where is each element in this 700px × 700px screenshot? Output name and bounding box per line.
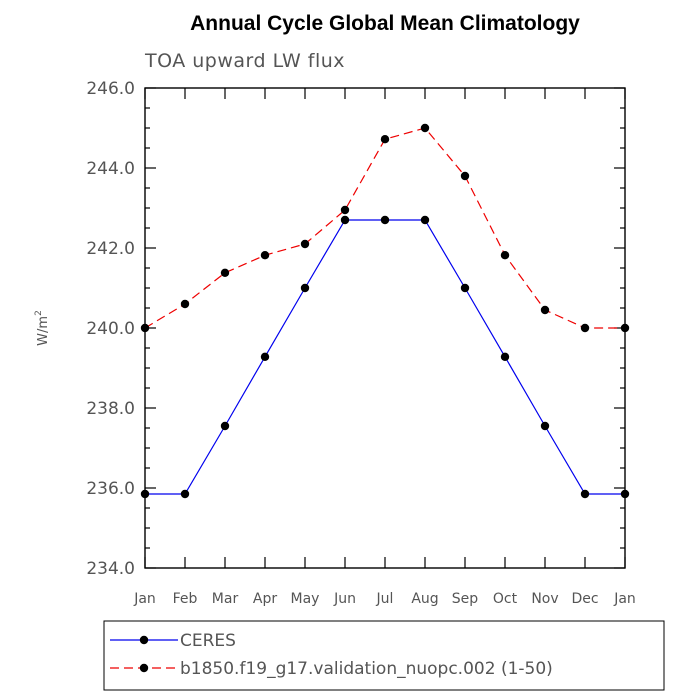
y-tick-label: 234.0 bbox=[86, 559, 135, 579]
legend-label-1: CERES bbox=[180, 631, 236, 651]
series-1-point bbox=[260, 352, 270, 361]
x-tick-label: Jul bbox=[376, 591, 394, 607]
x-tick-label: Sep bbox=[452, 591, 479, 607]
series-1-point bbox=[340, 215, 350, 225]
series-layer bbox=[140, 123, 630, 499]
series-2-point bbox=[420, 123, 430, 133]
chart-title: Annual Cycle Global Mean Climatology bbox=[190, 12, 580, 35]
series-2-point bbox=[300, 239, 310, 249]
series-1-point bbox=[180, 489, 190, 499]
y-tick-label: 240.0 bbox=[86, 319, 135, 339]
series-1-point bbox=[380, 215, 390, 225]
y-tick-label: 236.0 bbox=[86, 479, 135, 499]
y-axis-label: W/m2 bbox=[34, 310, 51, 346]
legend-entries: CERES b1850.f19_g17.validation_nuopc.002 … bbox=[110, 631, 553, 679]
x-tick-label: Nov bbox=[531, 591, 558, 607]
series-2-point bbox=[380, 135, 390, 144]
x-tick-label: Jan bbox=[133, 591, 156, 607]
series-1-point bbox=[300, 283, 310, 293]
x-tick-label: Aug bbox=[411, 591, 438, 607]
legend-marker-1 bbox=[139, 635, 149, 645]
legend-box bbox=[103, 620, 665, 691]
series-2-point bbox=[340, 205, 350, 215]
series-2-point bbox=[460, 171, 470, 181]
x-tick-label: May bbox=[291, 591, 320, 607]
y-tick-label: 246.0 bbox=[86, 79, 135, 99]
series-1-point bbox=[220, 421, 230, 431]
chart-subtitle: TOA upward LW flux bbox=[144, 50, 345, 72]
axis-ticks bbox=[144, 87, 626, 569]
series-line-2 bbox=[144, 127, 625, 329]
series-2-point bbox=[580, 323, 590, 333]
series-2-point bbox=[180, 299, 190, 309]
x-tick-label: Jan bbox=[613, 591, 636, 607]
y-axis-label-sup: 2 bbox=[34, 310, 44, 316]
series-line-1 bbox=[145, 219, 625, 495]
x-tick-label: Jun bbox=[333, 591, 356, 607]
y-axis-label-base: W/m bbox=[36, 316, 51, 346]
x-tick-label: Apr bbox=[253, 591, 277, 607]
x-tick-labels: Jan Feb Mar Apr May Jun Jul Aug Sep Oct Nov Dec Jan bbox=[133, 591, 636, 607]
series-2-point bbox=[540, 305, 550, 315]
series-2-point bbox=[260, 251, 270, 260]
y-tick-label: 238.0 bbox=[86, 399, 135, 419]
x-tick-label: Feb bbox=[173, 591, 198, 607]
series-1-point bbox=[500, 352, 510, 361]
x-tick-label: Dec bbox=[571, 591, 598, 607]
series-2-point bbox=[500, 251, 510, 260]
legend-label-2: b1850.f19_g17.validation_nuopc.002 (1-50… bbox=[180, 659, 553, 679]
x-tick-label: Mar bbox=[212, 591, 239, 607]
x-tick-label: Oct bbox=[493, 591, 518, 607]
y-tick-label: 242.0 bbox=[86, 239, 135, 259]
series-1-point bbox=[540, 421, 550, 431]
legend-marker-2 bbox=[139, 663, 149, 673]
series-2-point bbox=[220, 268, 230, 277]
y-tick-label: 244.0 bbox=[86, 159, 135, 179]
legend: CERES b1850.f19_g17.validation_nuopc.002 … bbox=[103, 620, 665, 691]
series-1-point bbox=[460, 283, 470, 293]
series-1-point bbox=[580, 489, 590, 499]
y-tick-labels: 234.0 236.0 238.0 240.0 242.0 244.0 246.0 bbox=[86, 79, 135, 579]
plot-frame bbox=[144, 87, 626, 569]
series-1-point bbox=[420, 215, 430, 225]
